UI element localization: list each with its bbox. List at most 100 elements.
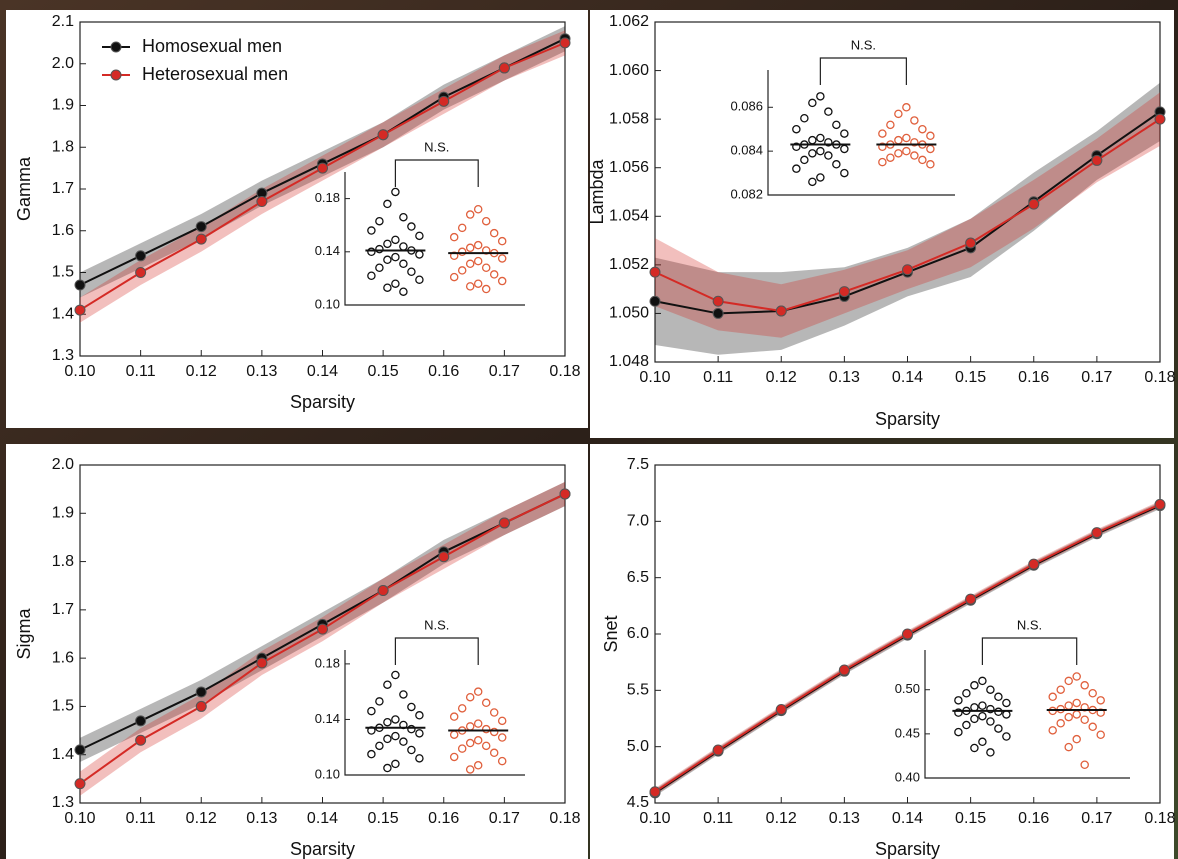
y-tick-label: 1.048: [609, 353, 649, 370]
point: [377, 129, 389, 141]
inset-dot: [970, 714, 979, 724]
inset-dot: [878, 129, 887, 138]
inset-dot: [902, 103, 911, 112]
x-tick-label: 0.10: [64, 363, 95, 380]
x-tick-label: 0.18: [549, 363, 580, 380]
inset-dot: [808, 149, 817, 158]
y-tick-label: 6.0: [627, 625, 649, 642]
point: [74, 304, 86, 316]
inset-bg: [925, 650, 1130, 778]
inset-dot: [918, 124, 927, 134]
x-tick-label: 0.13: [246, 363, 277, 380]
x-tick-label: 0.16: [1018, 369, 1049, 386]
x-tick-label: 0.16: [428, 810, 459, 827]
x-tick-label: 0.11: [126, 810, 156, 827]
point: [195, 221, 207, 233]
inset-dot: [1096, 696, 1105, 705]
x-tick-label: 0.16: [1018, 810, 1049, 827]
x-tick-label: 0.13: [246, 810, 277, 827]
inset-dot: [986, 717, 995, 726]
inset-dot: [497, 254, 507, 263]
inset-dot: [449, 712, 459, 721]
inset-dot: [465, 765, 475, 774]
point: [195, 686, 207, 698]
inset-dot: [1064, 712, 1073, 722]
inset-dot: [489, 270, 499, 279]
inset-dot: [481, 263, 491, 273]
inset-dot: [367, 271, 376, 280]
inset-dot: [383, 283, 392, 292]
inset-dot: [407, 745, 416, 755]
y-tick-label: 1.3: [52, 347, 74, 364]
inset-dot: [978, 737, 987, 747]
x-tick-label: 0.14: [892, 369, 923, 386]
inset-dot: [465, 210, 475, 219]
point: [135, 250, 147, 262]
inset-dot: [367, 247, 376, 257]
inset-dot: [375, 244, 384, 254]
x-tick-label: 0.18: [1144, 810, 1175, 827]
y-tick-label: 1.8: [52, 553, 74, 570]
inset-dot: [465, 282, 475, 291]
y-tick-label: 1.060: [609, 62, 649, 79]
inset-dot: [449, 272, 459, 282]
y-tick-label: 2.0: [52, 456, 74, 473]
inset-bg: [345, 172, 525, 305]
y-axis-label: Sigma: [14, 608, 34, 660]
point: [135, 267, 147, 278]
point: [135, 715, 147, 727]
inset-dot: [978, 701, 987, 710]
inset-dot: [391, 759, 400, 769]
inset-dot: [1064, 742, 1073, 752]
ns-annotation: N.S.: [851, 37, 876, 52]
inset-dot: [473, 240, 483, 250]
x-tick-label: 0.14: [307, 810, 338, 827]
inset-dot: [473, 687, 483, 696]
inset-dot: [391, 670, 400, 680]
y-axis-label: Snet: [601, 615, 621, 652]
inset-dot: [1088, 689, 1097, 698]
inset-dot: [1002, 732, 1011, 741]
inset-dot: [816, 133, 825, 143]
x-tick-label: 0.10: [639, 369, 670, 386]
x-tick-label: 0.15: [368, 363, 399, 380]
inset-dot: [800, 155, 809, 165]
inset-tick-label: 0.10: [315, 766, 340, 781]
point: [559, 37, 571, 49]
y-tick-label: 1.7: [52, 180, 74, 197]
inset-dot: [391, 279, 400, 288]
inset-dot: [1056, 685, 1065, 694]
y-tick-label: 1.058: [609, 110, 649, 127]
x-tick-label: 0.11: [703, 369, 733, 386]
point: [649, 295, 661, 307]
ns-bracket: [819, 57, 907, 85]
inset-dot: [926, 160, 935, 169]
inset-dot: [473, 256, 483, 266]
inset-dot: [1096, 730, 1105, 739]
inset-dot: [449, 232, 459, 242]
x-tick-label: 0.11: [703, 810, 733, 827]
inset-dot: [1072, 734, 1081, 744]
point: [195, 700, 207, 712]
point: [317, 162, 328, 174]
x-tick-label: 0.12: [766, 369, 797, 386]
inset-dot: [986, 685, 995, 694]
inset-dot: [816, 146, 825, 156]
inset-dot: [481, 698, 491, 708]
inset-dot: [1056, 719, 1065, 728]
point: [838, 664, 850, 676]
point: [902, 264, 913, 276]
y-tick-label: 5.5: [627, 682, 649, 699]
inset-dot: [383, 717, 392, 727]
x-tick-label: 0.18: [1144, 369, 1175, 386]
point: [1091, 154, 1103, 166]
inset-tick-label: 0.084: [730, 143, 763, 158]
point: [838, 286, 850, 298]
legend-marker: [110, 69, 122, 81]
inset-dot: [910, 138, 919, 147]
y-tick-label: 1.4: [52, 305, 74, 322]
inset-dot: [910, 116, 919, 125]
point: [1091, 527, 1103, 539]
y-tick-label: 1.052: [609, 256, 649, 273]
inset-dot: [497, 236, 507, 246]
